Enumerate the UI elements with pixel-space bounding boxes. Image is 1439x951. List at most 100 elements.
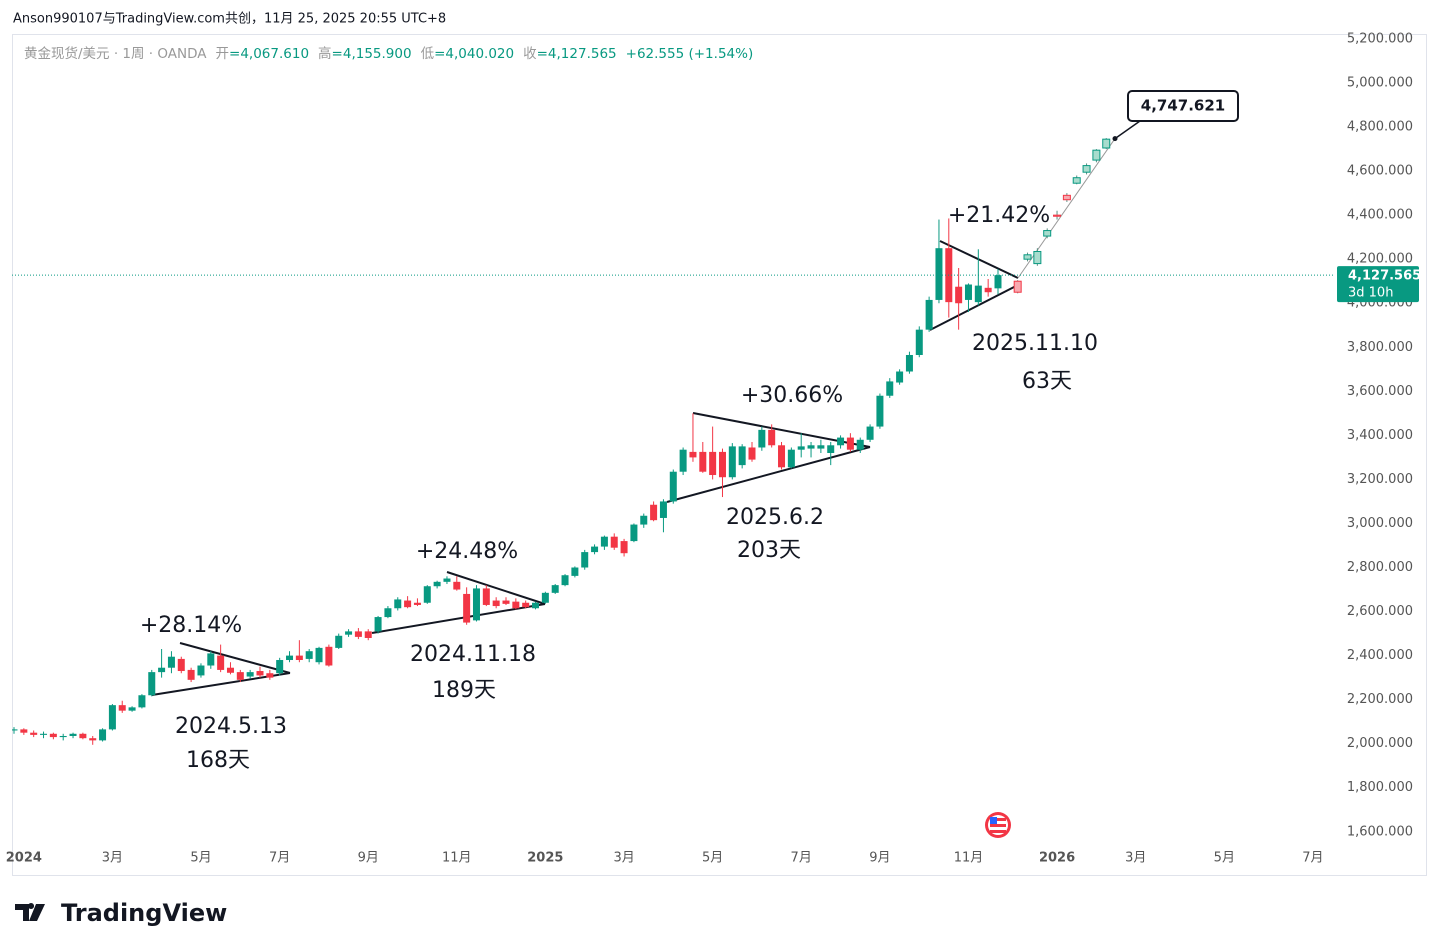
candle-body [768, 429, 776, 446]
candle-body [1092, 149, 1101, 161]
y-tick-label: 1,600.000 [1347, 824, 1413, 839]
y-tick-label: 4,800.000 [1347, 120, 1413, 135]
candle-body [89, 738, 97, 741]
candle-body [335, 635, 343, 648]
x-tick-label: 2025 [527, 851, 563, 866]
candle-body [246, 672, 254, 677]
annotation: +24.48% [416, 539, 518, 564]
y-tick-label: 2,000.000 [1347, 736, 1413, 751]
candle-body [620, 541, 628, 554]
candle-body [522, 602, 530, 608]
candle-body [197, 665, 205, 676]
candle-body [177, 658, 185, 672]
x-tick-label: 9月 [869, 851, 890, 866]
candle-body [758, 429, 766, 448]
candle-body [541, 592, 549, 603]
candle-body [935, 248, 943, 300]
candle-body [79, 733, 87, 739]
candle-body [286, 655, 294, 661]
candle-body [856, 439, 864, 450]
candle-body [837, 437, 845, 446]
annotation: 203天 [737, 538, 801, 563]
candle-body [266, 673, 274, 678]
candle-body [30, 732, 38, 735]
chart-pane: 4,747.621 +28.14% 2024.5.13 168天 +24.48% 2024… [12, 90, 1335, 773]
x-tick-label: 2024 [6, 851, 42, 866]
candle-body [827, 445, 835, 453]
candle-body [561, 575, 569, 586]
candle-body [345, 631, 353, 635]
candle-body [630, 524, 638, 542]
candle-body [669, 471, 677, 502]
candle-body [876, 395, 884, 427]
candle-body [502, 600, 510, 604]
symbol: 黄金现货/美元 · 1周 · OANDA [24, 45, 207, 62]
candle-body [49, 733, 57, 738]
candle-body [404, 600, 412, 608]
annotation: +28.14% [140, 613, 242, 638]
annotation: 2024.11.18 [410, 642, 536, 667]
candle-body [148, 672, 156, 696]
stat-label: 低 [421, 46, 435, 62]
y-tick-label: 3,200.000 [1347, 472, 1413, 487]
y-tick-label: 2,200.000 [1347, 692, 1413, 707]
candle-body [984, 287, 992, 293]
trend-line [179, 642, 291, 674]
callout-label: 4,747.621 [1141, 97, 1225, 115]
candle-body [1082, 165, 1091, 173]
candle-body [1023, 254, 1032, 260]
candle-body [492, 600, 500, 607]
candle-body [59, 735, 67, 738]
candle-body [99, 729, 107, 741]
candle-body [12, 729, 18, 731]
candle-body [374, 617, 382, 632]
candle-body [915, 329, 923, 355]
candle-body [591, 546, 599, 553]
candle-body [1072, 177, 1081, 184]
candle-body [453, 581, 461, 590]
candle-body [738, 446, 746, 466]
x-tick-label: 11月 [442, 851, 472, 866]
candle-body [167, 656, 175, 668]
candle-body [138, 695, 146, 708]
candle-body [1013, 280, 1022, 293]
candle-body [994, 275, 1002, 289]
axes: 1,600.000 1,800.000 2,000.000 2,200.000 2,40… [6, 31, 1421, 865]
last-price-box [1337, 266, 1419, 303]
candle-body [1102, 138, 1111, 149]
x-tick-label: 2026 [1039, 851, 1075, 866]
candle-body [118, 705, 126, 711]
y-tick-label: 2,600.000 [1347, 604, 1413, 619]
candle-body [325, 646, 333, 666]
candle-body [610, 536, 618, 548]
candle-body [955, 286, 963, 304]
candle-body [413, 602, 421, 605]
candle-body [443, 578, 451, 582]
candle-body [40, 733, 48, 735]
annotation: 2025.6.2 [726, 505, 824, 530]
candle-body [896, 371, 904, 383]
y-tick-label: 5,000.000 [1347, 76, 1413, 91]
candle-body [778, 445, 786, 468]
candle-body [512, 601, 520, 609]
candle-body [925, 299, 933, 330]
candle-body [866, 426, 874, 440]
candle-body [354, 631, 362, 637]
candle-body [217, 655, 225, 670]
candle-body [974, 285, 982, 303]
candle-body [532, 602, 540, 609]
brand: TradingView [61, 899, 227, 927]
y-tick-label: 4,200.000 [1347, 252, 1413, 267]
candle-body [551, 585, 559, 593]
trend-line [929, 284, 1019, 331]
candle-body [295, 655, 303, 661]
y-tick-label: 3,400.000 [1347, 428, 1413, 443]
candle-body [226, 667, 234, 673]
candle-body [581, 552, 589, 568]
flag-icon [985, 812, 1011, 838]
x-tick-label: 5月 [190, 851, 211, 866]
annotation: +30.66% [741, 383, 843, 408]
candle-body [748, 447, 756, 460]
stat-label: 高 [318, 45, 332, 62]
candle-body [256, 671, 264, 676]
